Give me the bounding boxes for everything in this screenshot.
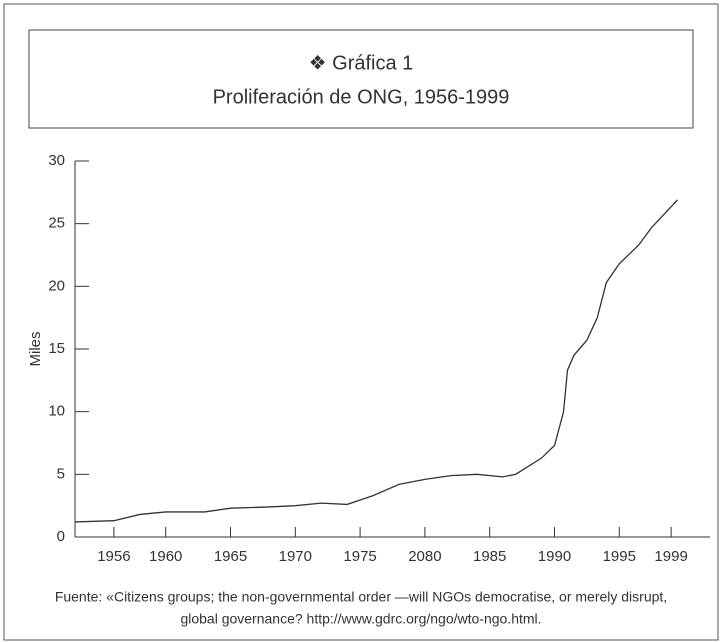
chart-title: ❖ Gráfica 1: [309, 52, 414, 74]
y-axis-label: Miles: [27, 331, 44, 366]
y-tick-label: 10: [48, 403, 65, 420]
x-tick-label: 1956: [97, 548, 130, 565]
y-tick-label: 25: [48, 215, 65, 232]
x-tick-label: 2080: [408, 548, 441, 565]
chart-subtitle: Proliferación de ONG, 1956-1999: [213, 86, 510, 108]
y-tick-label: 0: [57, 528, 65, 545]
x-tick-label: 1965: [214, 548, 247, 565]
x-tick-label: 1960: [149, 548, 182, 565]
title-box: [28, 29, 694, 129]
x-tick-label: 1999: [654, 548, 687, 565]
source-line: global governance? http://www.gdrc.org/n…: [180, 611, 541, 627]
x-tick-label: 1995: [603, 548, 636, 565]
x-tick-label: 1975: [343, 548, 376, 565]
y-tick-label: 30: [48, 152, 65, 169]
x-tick-label: 1985: [473, 548, 506, 565]
x-tick-label: 1970: [279, 548, 312, 565]
x-tick-label: 1990: [538, 548, 571, 565]
y-tick-label: 20: [48, 277, 65, 294]
y-tick-label: 5: [57, 465, 65, 482]
source-line: Fuente: «Citizens groups; the non-govern…: [55, 589, 667, 605]
data-line: [74, 199, 679, 523]
frame: [3, 3, 719, 641]
y-tick-label: 15: [48, 340, 65, 357]
